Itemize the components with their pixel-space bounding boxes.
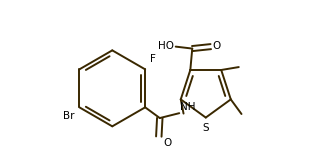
Text: Br: Br: [63, 111, 75, 121]
Text: F: F: [150, 54, 156, 65]
Text: O: O: [213, 41, 221, 51]
Text: S: S: [203, 123, 209, 133]
Text: NH: NH: [180, 102, 195, 112]
Text: O: O: [163, 138, 171, 148]
Text: HO: HO: [158, 41, 174, 51]
